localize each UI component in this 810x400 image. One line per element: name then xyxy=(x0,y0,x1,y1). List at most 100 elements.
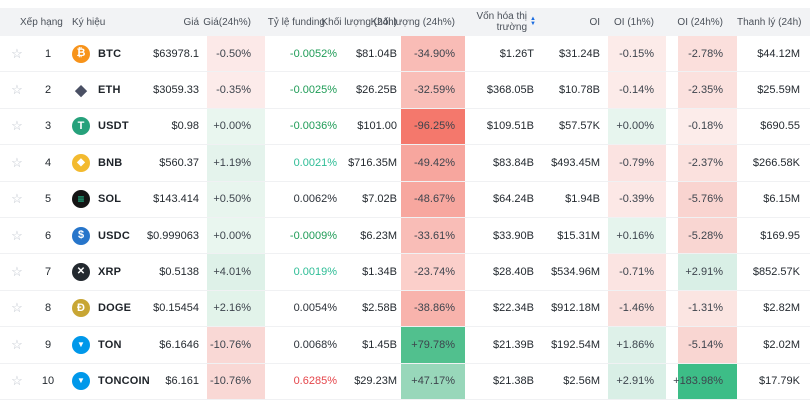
cell-volume-24h-change: -48.67% xyxy=(401,181,465,217)
column-header-volume-24h-pct[interactable]: Khối lượng (24h%) xyxy=(370,16,455,28)
cell-volume-24h-change: -38.86% xyxy=(401,290,465,327)
cell-funding-rate: -0.0025% xyxy=(289,84,337,97)
row-spacer xyxy=(666,145,678,180)
cell-symbol[interactable]: ◆ ETH xyxy=(62,72,148,107)
cell-open-interest: $1.94B xyxy=(565,193,600,206)
cell-oi-24h-change: -2.37% xyxy=(678,145,737,181)
cell-price: $560.37 xyxy=(159,156,199,169)
table-row[interactable]: ☆ 3 T USDT $0.98 +0.00% -0.0036% $101.00 -96.25%… xyxy=(0,108,810,146)
cell-rank: 8 xyxy=(44,302,52,315)
table-header: Xếp hạng Ký hiệu Giá Giá(24h%) Tỷ lệ fun… xyxy=(0,8,810,36)
table-row[interactable]: ☆ 10 ▼ TONCOIN $6.161 -10.76% 0.6285% $29.23M +4… xyxy=(0,363,810,400)
table-row[interactable]: ☆ 7 ✕ XRP $0.5138 +4.01% 0.0019% $1.34B -23.74% $… xyxy=(0,254,810,291)
cell-liquidation-24h: $690.55 xyxy=(760,120,800,133)
favorite-star-icon[interactable]: ☆ xyxy=(11,191,23,207)
row-spacer xyxy=(666,72,678,107)
cell-price: $0.999063 xyxy=(147,229,199,242)
column-header-liquidation-24h[interactable]: Thanh lý (24h) xyxy=(737,16,802,28)
cell-volume-24h: $7.02B xyxy=(362,193,397,206)
column-header-oi-1h[interactable]: OI (1h%) xyxy=(613,16,654,28)
column-header-symbol[interactable]: Ký hiệu xyxy=(72,16,106,28)
favorite-star-icon[interactable]: ☆ xyxy=(11,373,23,389)
cell-open-interest: $10.78B xyxy=(559,84,600,97)
cell-symbol[interactable]: ▼ TON xyxy=(62,327,148,362)
cell-market-cap: $33.90B xyxy=(493,229,534,242)
cell-volume-24h: $26.25B xyxy=(356,84,397,97)
table-row[interactable]: ☆ 4 ◆ BNB $560.37 +1.19% 0.0021% $716.35M -49.42… xyxy=(0,145,810,182)
bnb-coin-icon: ◆ xyxy=(72,153,90,172)
cell-symbol[interactable]: Ð DOGE xyxy=(62,291,148,326)
favorite-star-icon[interactable]: ☆ xyxy=(11,82,23,98)
cell-oi-24h-change: -0.18% xyxy=(678,108,737,145)
symbol-label: BTC xyxy=(98,47,122,60)
cell-volume-24h: $2.58B xyxy=(362,302,397,315)
cell-symbol[interactable]: ≡ SOL xyxy=(62,182,148,217)
column-header-rank[interactable]: Xếp hạng xyxy=(20,16,63,28)
cell-liquidation-24h: $17.79K xyxy=(759,375,800,388)
cell-symbol[interactable]: T USDT xyxy=(62,109,148,144)
table-row[interactable]: ☆ 5 ≡ SOL $143.414 +0.50% 0.0062% $7.02B -48.67%… xyxy=(0,181,810,218)
cell-symbol[interactable]: ✕ XRP xyxy=(62,254,148,289)
cell-rank: 9 xyxy=(44,338,52,351)
usdt-coin-icon: T xyxy=(72,117,90,136)
cell-open-interest: $2.56M xyxy=(563,375,600,388)
cell-symbol[interactable]: ▼ TONCOIN xyxy=(62,364,150,399)
sort-up-icon: ▲ xyxy=(530,16,536,22)
favorite-star-icon[interactable]: ☆ xyxy=(11,118,23,134)
cell-liquidation-24h: $852.57K xyxy=(752,266,800,279)
cell-oi-24h-change: -5.14% xyxy=(678,327,737,363)
favorite-star-icon[interactable]: ☆ xyxy=(11,264,23,280)
table-row[interactable]: ☆ 1 ₿ BTC $63978.1 -0.50% -0.0052% $81.04B -34.9… xyxy=(0,36,810,73)
cell-funding-rate: 0.0068% xyxy=(293,338,337,351)
header-spacer xyxy=(666,8,678,36)
cell-volume-24h: $81.04B xyxy=(356,47,397,60)
cell-price: $0.5138 xyxy=(159,266,199,279)
cell-price-24h-change: +0.00% xyxy=(207,108,265,145)
doge-coin-icon: Ð xyxy=(72,299,90,318)
cell-symbol[interactable]: ₿ BTC xyxy=(62,36,148,71)
favorite-star-icon[interactable]: ☆ xyxy=(11,227,23,243)
cell-oi-1h-change: -0.79% xyxy=(608,145,666,181)
column-header-price-24h[interactable]: Giá(24h%) xyxy=(203,16,251,28)
cell-oi-24h-change: +183.98% xyxy=(673,363,737,399)
column-header-oi[interactable]: OI xyxy=(589,16,600,28)
column-header-volume-24h[interactable]: Khối lượng (24h) xyxy=(321,16,397,28)
favorite-star-icon[interactable]: ☆ xyxy=(11,154,23,170)
cell-oi-24h-change: -1.31% xyxy=(678,290,737,327)
column-header-oi-24h[interactable]: OI (24h%) xyxy=(677,16,723,28)
cell-open-interest: $15.31M xyxy=(557,229,600,242)
cell-market-cap: $21.39B xyxy=(493,338,534,351)
column-header-price[interactable]: Giá xyxy=(183,16,199,28)
favorite-star-icon[interactable]: ☆ xyxy=(11,300,23,316)
favorite-star-icon[interactable]: ☆ xyxy=(11,45,23,61)
cell-volume-24h: $1.34B xyxy=(362,266,397,279)
table-row[interactable]: ☆ 6 $ USDC $0.999063 +0.00% -0.0009% $6.23M -33.… xyxy=(0,217,810,255)
cell-rank: 5 xyxy=(44,193,52,206)
cell-market-cap: $109.51B xyxy=(486,120,534,133)
cell-market-cap: $1.26T xyxy=(499,47,534,60)
cell-price-24h-change: -10.76% xyxy=(207,327,265,363)
cell-volume-24h: $1.45B xyxy=(362,338,397,351)
cell-market-cap: $368.05B xyxy=(486,84,534,97)
cell-price: $3059.33 xyxy=(153,84,199,97)
cell-oi-1h-change: -0.71% xyxy=(608,254,666,290)
sort-icon[interactable]: ▲ ▼ xyxy=(530,16,536,27)
cell-volume-24h-change: -96.25% xyxy=(401,108,465,145)
column-header-market-cap[interactable]: Vốn hóa thị trường ▲ ▼ xyxy=(465,8,540,36)
cell-funding-rate: 0.0019% xyxy=(293,266,337,279)
btc-coin-icon: ₿ xyxy=(72,44,90,63)
column-header-funding-rate[interactable]: Tỷ lệ funding xyxy=(267,16,325,28)
table-row[interactable]: ☆ 8 Ð DOGE $0.15454 +2.16% 0.0054% $2.58B -38.86… xyxy=(0,290,810,328)
cell-oi-24h-change: +2.91% xyxy=(678,254,737,290)
cell-symbol[interactable]: $ USDC xyxy=(62,218,148,253)
cell-funding-rate: 0.0021% xyxy=(293,156,337,169)
cell-liquidation-24h: $2.02M xyxy=(763,338,800,351)
favorite-star-icon[interactable]: ☆ xyxy=(11,336,23,352)
cell-market-cap: $83.84B xyxy=(493,156,534,169)
table-row[interactable]: ☆ 2 ◆ ETH $3059.33 -0.35% -0.0025% $26.25B -32.5… xyxy=(0,72,810,109)
cell-funding-rate: 0.0054% xyxy=(293,302,337,315)
cell-price: $0.98 xyxy=(171,120,199,133)
table-row[interactable]: ☆ 9 ▼ TON $6.1646 -10.76% 0.0068% $1.45B +79.78%… xyxy=(0,327,810,364)
symbol-label: TONCOIN xyxy=(98,375,150,388)
cell-symbol[interactable]: ◆ BNB xyxy=(62,145,148,180)
